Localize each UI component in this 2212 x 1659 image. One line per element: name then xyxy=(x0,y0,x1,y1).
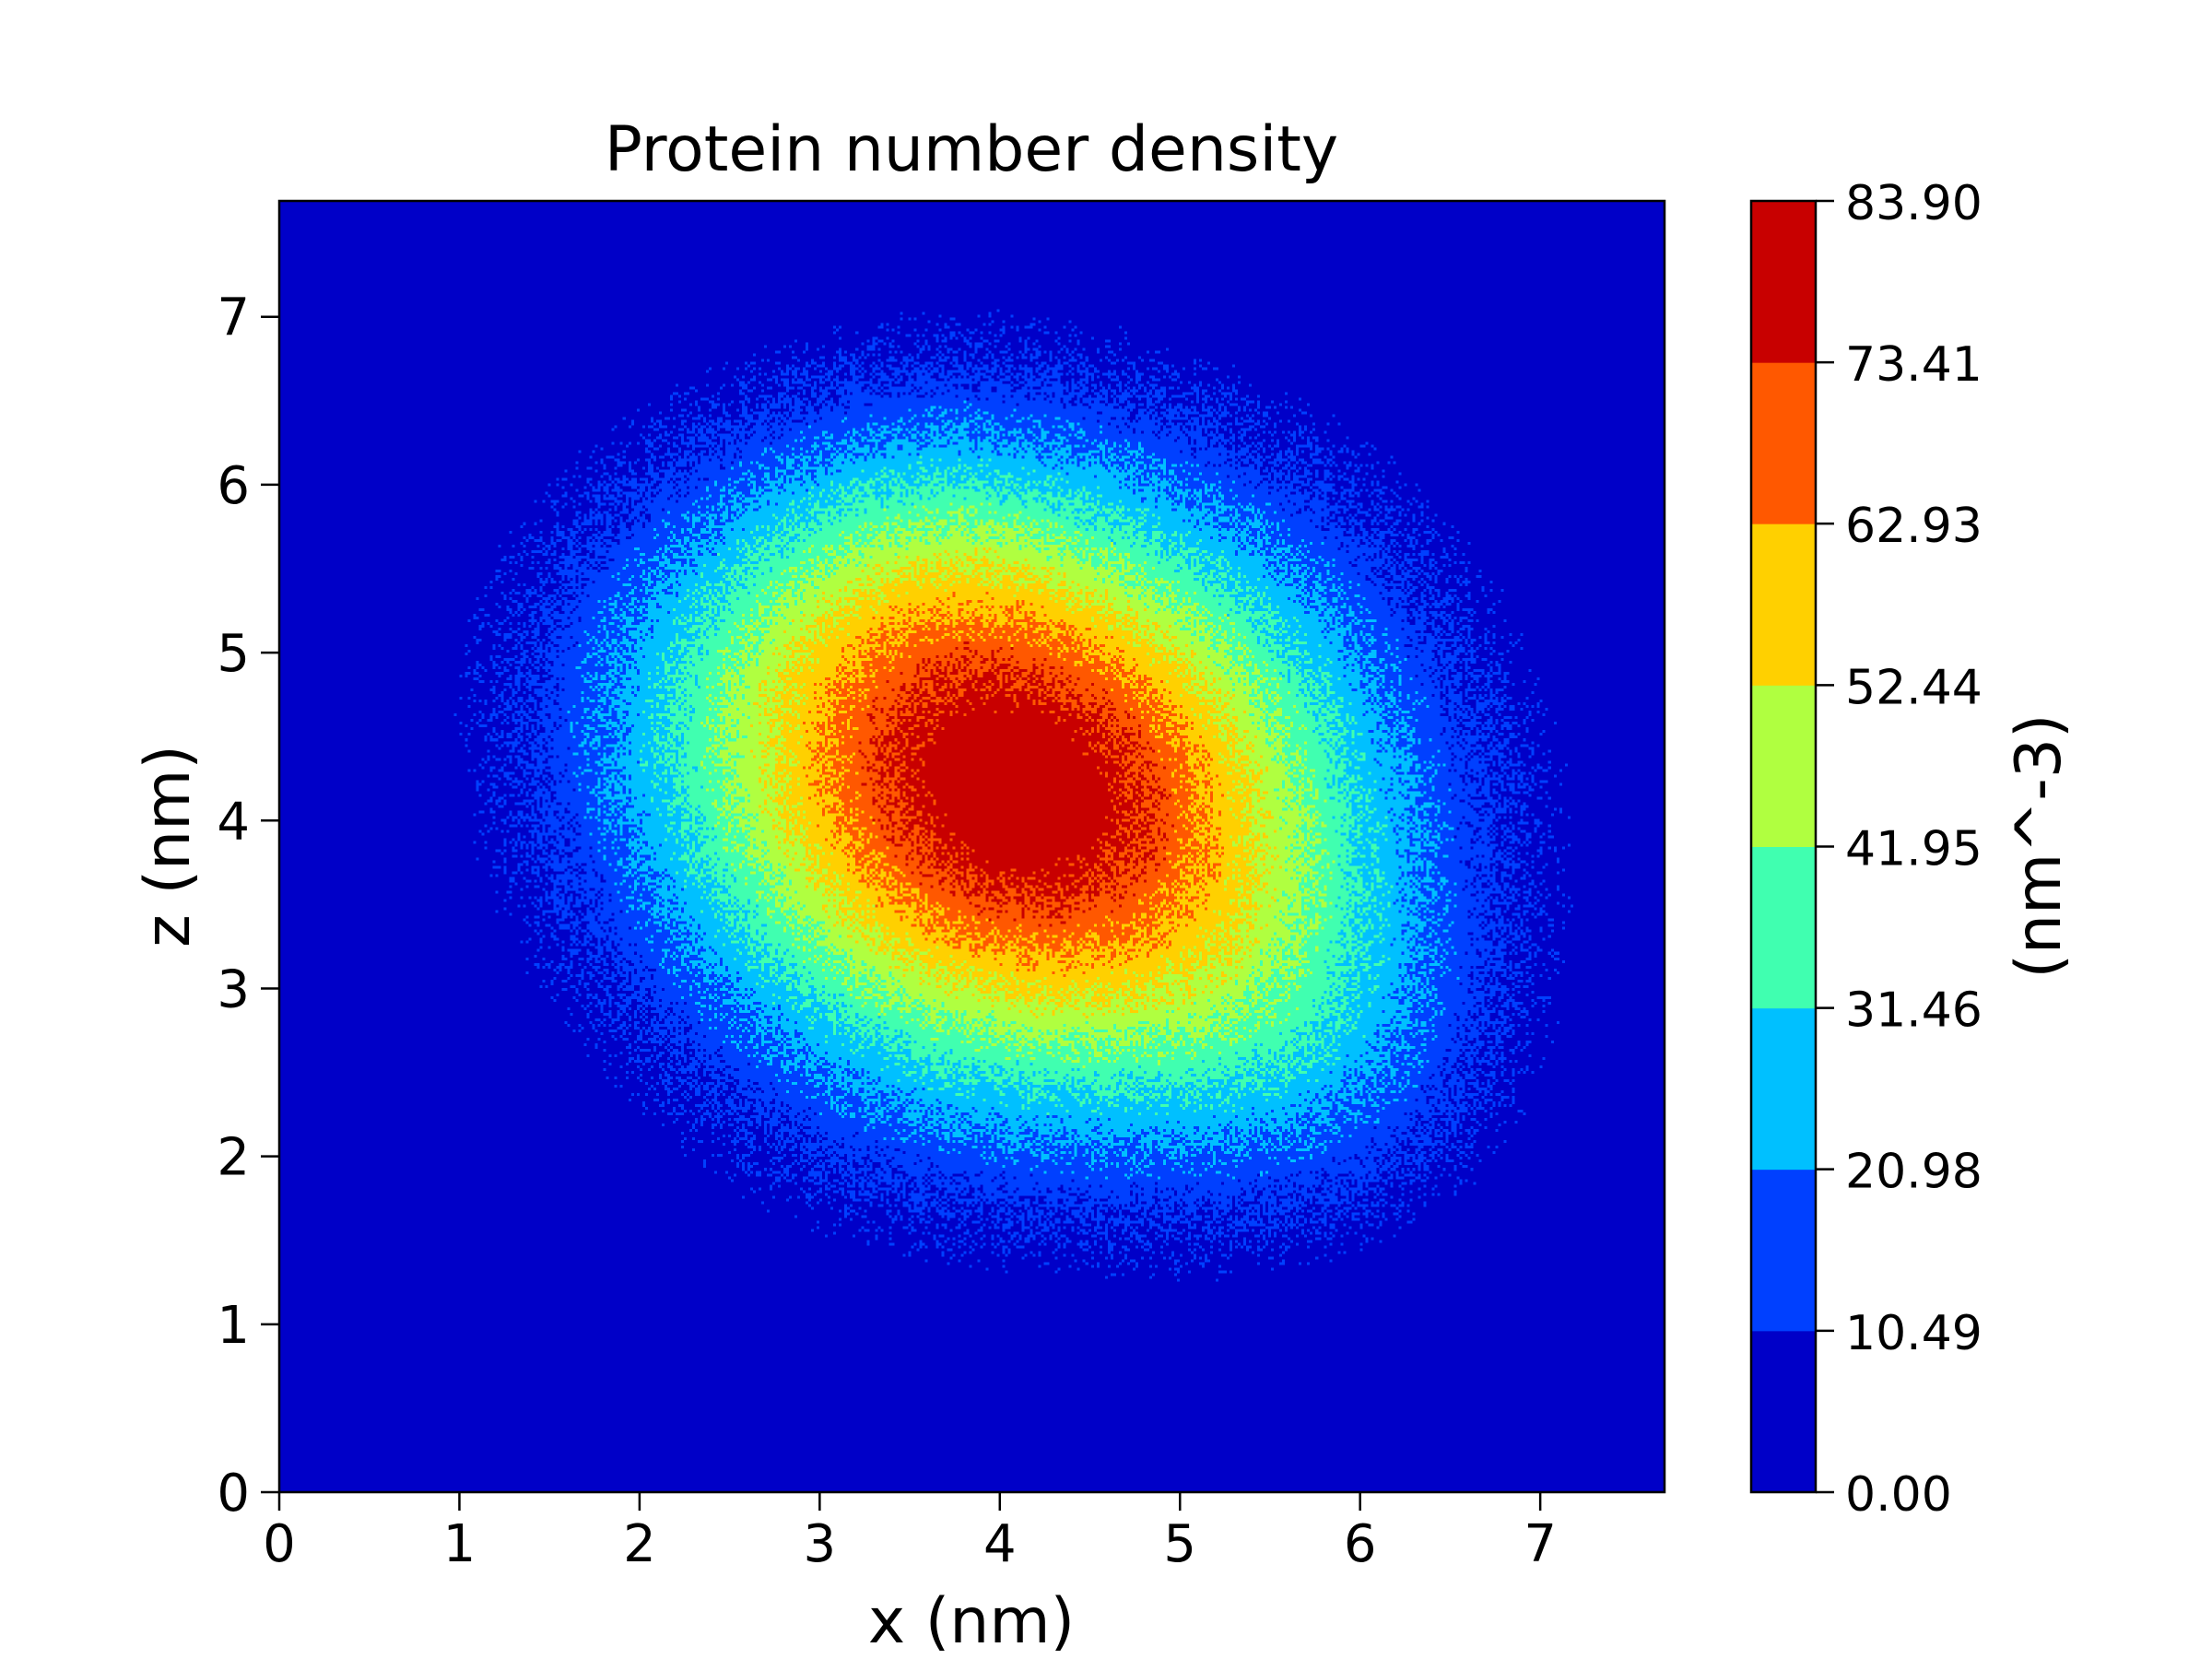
y-tick-label: 4 xyxy=(217,792,250,852)
y-tick-label: 6 xyxy=(217,456,250,516)
y-axis-label: z (nm) xyxy=(132,745,205,947)
x-tick-label: 1 xyxy=(443,1514,477,1574)
x-axis: 0 1 2 3 4 5 6 7 xyxy=(263,1492,1557,1574)
colorbar-segment xyxy=(1751,1169,1816,1332)
y-tick-label: 1 xyxy=(217,1296,250,1356)
colorbar-tick-label: 10.49 xyxy=(1845,1306,1983,1361)
y-tick-label: 7 xyxy=(217,288,250,348)
plot-frame xyxy=(277,199,1666,1494)
colorbar-tick-label: 62.93 xyxy=(1845,499,1983,554)
y-tick-label: 3 xyxy=(217,959,250,1019)
colorbar-segment xyxy=(1751,524,1816,686)
y-axis: 0 1 2 3 4 5 6 7 xyxy=(217,288,279,1524)
colorbar-tick-label: 31.46 xyxy=(1845,983,1983,1039)
colorbar-segment xyxy=(1751,1007,1816,1171)
chart-title: Protein number density xyxy=(605,113,1338,186)
colorbar-tick-label: 83.90 xyxy=(1845,176,1983,231)
x-tick-label: 4 xyxy=(983,1514,1017,1574)
x-tick-label: 7 xyxy=(1524,1514,1557,1574)
colorbar-tick-label: 20.98 xyxy=(1845,1145,1983,1200)
y-tick-label: 5 xyxy=(217,624,250,684)
colorbar: 0.00 10.49 20.98 31.46 41.95 52.44 62.93 73.41 8… xyxy=(1749,176,1983,1523)
colorbar-segment xyxy=(1751,846,1816,1009)
colorbar-segment xyxy=(1751,1330,1816,1493)
x-tick-label: 5 xyxy=(1163,1514,1196,1574)
colorbar-segment xyxy=(1751,685,1816,847)
y-tick-label: 0 xyxy=(217,1464,250,1524)
colorbar-segment xyxy=(1751,362,1816,524)
density-heatmap xyxy=(279,201,1665,1492)
x-tick-label: 0 xyxy=(263,1514,296,1574)
x-tick-label: 3 xyxy=(804,1514,837,1574)
y-tick-label: 2 xyxy=(217,1128,250,1188)
colorbar-segment xyxy=(1751,201,1816,363)
colorbar-label: (nm^-3) xyxy=(2003,713,2076,978)
colorbar-tick-label: 0.00 xyxy=(1845,1467,1952,1523)
colorbar-tick-label: 73.41 xyxy=(1845,337,1983,393)
x-tick-label: 6 xyxy=(1344,1514,1377,1574)
x-axis-label: x (nm) xyxy=(868,1585,1075,1658)
colorbar-tick-label: 52.44 xyxy=(1845,660,1983,715)
x-tick-label: 2 xyxy=(623,1514,656,1574)
colorbar-tick-label: 41.95 xyxy=(1845,822,1983,877)
